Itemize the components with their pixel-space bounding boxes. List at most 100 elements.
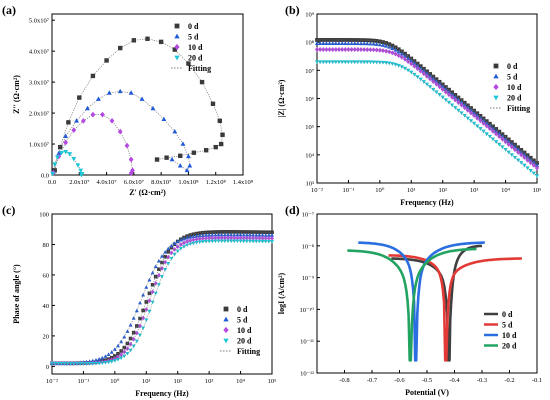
data-point xyxy=(81,362,86,366)
data-point xyxy=(330,47,335,52)
data-point xyxy=(251,239,256,244)
data-point xyxy=(531,171,536,176)
legend-marker xyxy=(174,43,180,51)
data-point xyxy=(65,362,70,366)
x-tick-label: -0.6 xyxy=(394,377,405,384)
data-point xyxy=(178,153,183,159)
data-point xyxy=(71,127,77,133)
data-point xyxy=(204,233,208,237)
data-point xyxy=(516,147,521,152)
data-point xyxy=(219,232,224,237)
data-point xyxy=(131,316,136,320)
data-point xyxy=(117,88,123,94)
data-point xyxy=(226,235,230,241)
data-point xyxy=(113,354,117,358)
data-point xyxy=(257,239,262,244)
data-point xyxy=(257,233,262,237)
data-point xyxy=(158,39,164,45)
series-5d xyxy=(388,254,523,362)
data-point xyxy=(333,47,338,52)
data-point xyxy=(213,239,218,244)
data-point xyxy=(321,38,326,42)
data-point xyxy=(450,94,455,100)
data-point xyxy=(226,239,230,244)
data-point xyxy=(497,129,502,134)
x-tick-label: -0.3 xyxy=(477,377,487,384)
data-point xyxy=(270,239,274,244)
data-point xyxy=(321,41,326,45)
data-point xyxy=(472,110,477,115)
data-point xyxy=(343,47,348,52)
panel-d: (d) Potential (V) logI (A/cm²) -0.8 -0.7 -0.6… xyxy=(277,203,542,397)
data-point xyxy=(157,267,161,272)
data-point xyxy=(380,60,386,65)
data-point xyxy=(191,150,197,155)
data-point xyxy=(270,230,274,235)
legend-marker xyxy=(493,83,499,91)
x-tick-label: 1.0x10⁸ xyxy=(178,179,199,186)
data-point xyxy=(509,140,514,144)
x-tick-label: 10⁵ xyxy=(268,378,277,385)
y-axis-label: |Z| (Ω·cm²) xyxy=(277,79,286,117)
legend-marker xyxy=(223,306,229,312)
data-point xyxy=(87,362,92,366)
data-point xyxy=(125,329,130,333)
data-point xyxy=(352,60,357,65)
y-tick-label: 5.0x10⁷ xyxy=(29,18,49,25)
legend-marker xyxy=(493,63,499,69)
data-point xyxy=(106,360,111,365)
series-10d xyxy=(50,111,135,177)
data-point xyxy=(522,152,527,157)
data-point xyxy=(56,150,62,156)
data-point xyxy=(188,238,193,243)
legend-label: 20 d xyxy=(188,54,203,63)
data-point xyxy=(241,239,246,244)
data-point xyxy=(257,230,262,234)
polarization-curve xyxy=(388,254,523,362)
y-tick-label: 10⁵ xyxy=(305,124,314,131)
data-point xyxy=(232,232,237,237)
data-point xyxy=(244,232,249,237)
legend-label: 0 d xyxy=(507,62,518,71)
data-point xyxy=(462,102,467,107)
data-point xyxy=(78,362,83,366)
data-point xyxy=(141,326,146,331)
data-point xyxy=(403,51,407,56)
data-point xyxy=(235,230,240,234)
series-5d xyxy=(50,88,193,174)
data-point xyxy=(270,236,274,241)
y-tick-label: 10⁻¹⁰ xyxy=(300,307,315,314)
y-tick-label: 10⁻⁹ xyxy=(302,275,315,282)
data-point xyxy=(362,60,367,65)
data-point xyxy=(207,239,212,244)
plot-frame xyxy=(51,213,273,375)
data-point xyxy=(333,60,338,65)
data-point xyxy=(346,60,351,65)
x-tick-label: -0.1 xyxy=(532,377,542,384)
data-point xyxy=(78,168,84,173)
data-point xyxy=(90,111,96,118)
panel-b: (b) Frequency (Hz) |Z| (Ω·cm²) 10⁻² 10⁻¹ 10⁰ 1… xyxy=(277,3,541,207)
data-point xyxy=(119,339,124,344)
x-tick-label: 10⁰ xyxy=(110,378,120,385)
data-point xyxy=(409,61,414,67)
y-axis-label: Phase of angle (°) xyxy=(12,264,21,324)
data-point xyxy=(52,168,57,173)
data-point xyxy=(380,48,386,54)
data-point xyxy=(50,361,54,366)
x-tick-label: 10¹ xyxy=(407,187,416,194)
data-point xyxy=(75,362,80,366)
data-point xyxy=(469,106,473,110)
data-point xyxy=(519,148,524,152)
data-point xyxy=(204,239,208,244)
legend-marker xyxy=(493,95,499,101)
data-point xyxy=(352,47,357,52)
x-tick-label: 4.0x10⁷ xyxy=(96,179,116,186)
data-point xyxy=(487,121,492,126)
data-point xyxy=(270,233,274,237)
data-point xyxy=(531,158,536,163)
x-tick-label: 10⁻¹ xyxy=(342,187,354,194)
x-tick-label: 10¹ xyxy=(142,378,151,385)
data-point xyxy=(399,54,404,60)
data-point xyxy=(235,232,240,237)
